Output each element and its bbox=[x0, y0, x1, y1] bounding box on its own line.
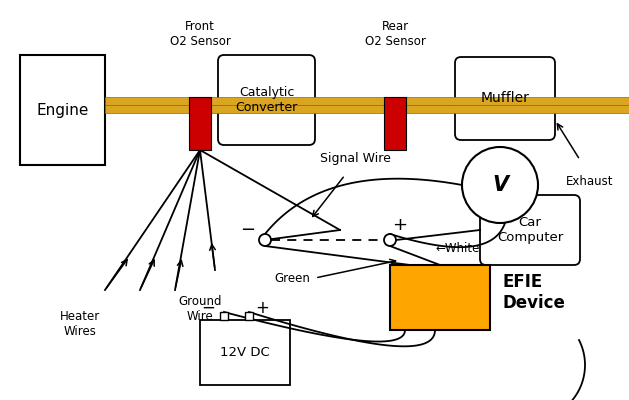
Text: Ground
Wire: Ground Wire bbox=[178, 295, 222, 323]
Text: −: − bbox=[240, 221, 255, 239]
Circle shape bbox=[384, 234, 396, 246]
Text: Heater
Wires: Heater Wires bbox=[60, 310, 100, 338]
FancyBboxPatch shape bbox=[455, 57, 555, 140]
Text: Catalytic
Converter: Catalytic Converter bbox=[235, 86, 298, 114]
Circle shape bbox=[259, 234, 271, 246]
Text: +: + bbox=[392, 216, 408, 234]
Text: Muffler: Muffler bbox=[481, 92, 530, 106]
FancyBboxPatch shape bbox=[218, 55, 315, 145]
Bar bbox=[20, 55, 105, 165]
FancyBboxPatch shape bbox=[480, 195, 580, 265]
Text: EFIE
Device: EFIE Device bbox=[502, 273, 565, 312]
Bar bbox=[384, 97, 406, 150]
Text: Rear
O2 Sensor: Rear O2 Sensor bbox=[365, 20, 425, 48]
Text: +: + bbox=[255, 299, 269, 317]
Text: Front
O2 Sensor: Front O2 Sensor bbox=[170, 20, 230, 48]
Text: Signal Wire: Signal Wire bbox=[320, 152, 391, 165]
Bar bbox=[189, 97, 211, 150]
Text: Exhaust: Exhaust bbox=[566, 175, 614, 188]
Bar bbox=[245, 312, 253, 320]
Bar bbox=[105, 97, 629, 105]
Text: Engine: Engine bbox=[36, 102, 89, 118]
Text: Car
Computer: Car Computer bbox=[497, 216, 563, 244]
Bar bbox=[105, 105, 629, 113]
Bar bbox=[220, 312, 228, 320]
Circle shape bbox=[462, 147, 538, 223]
Text: 12V DC: 12V DC bbox=[220, 346, 270, 359]
Text: V: V bbox=[492, 175, 508, 195]
Bar bbox=[200, 320, 290, 385]
Text: ←White: ←White bbox=[435, 242, 479, 254]
Text: Green: Green bbox=[274, 272, 310, 284]
Text: −: − bbox=[201, 299, 215, 317]
Bar bbox=[390, 265, 490, 330]
